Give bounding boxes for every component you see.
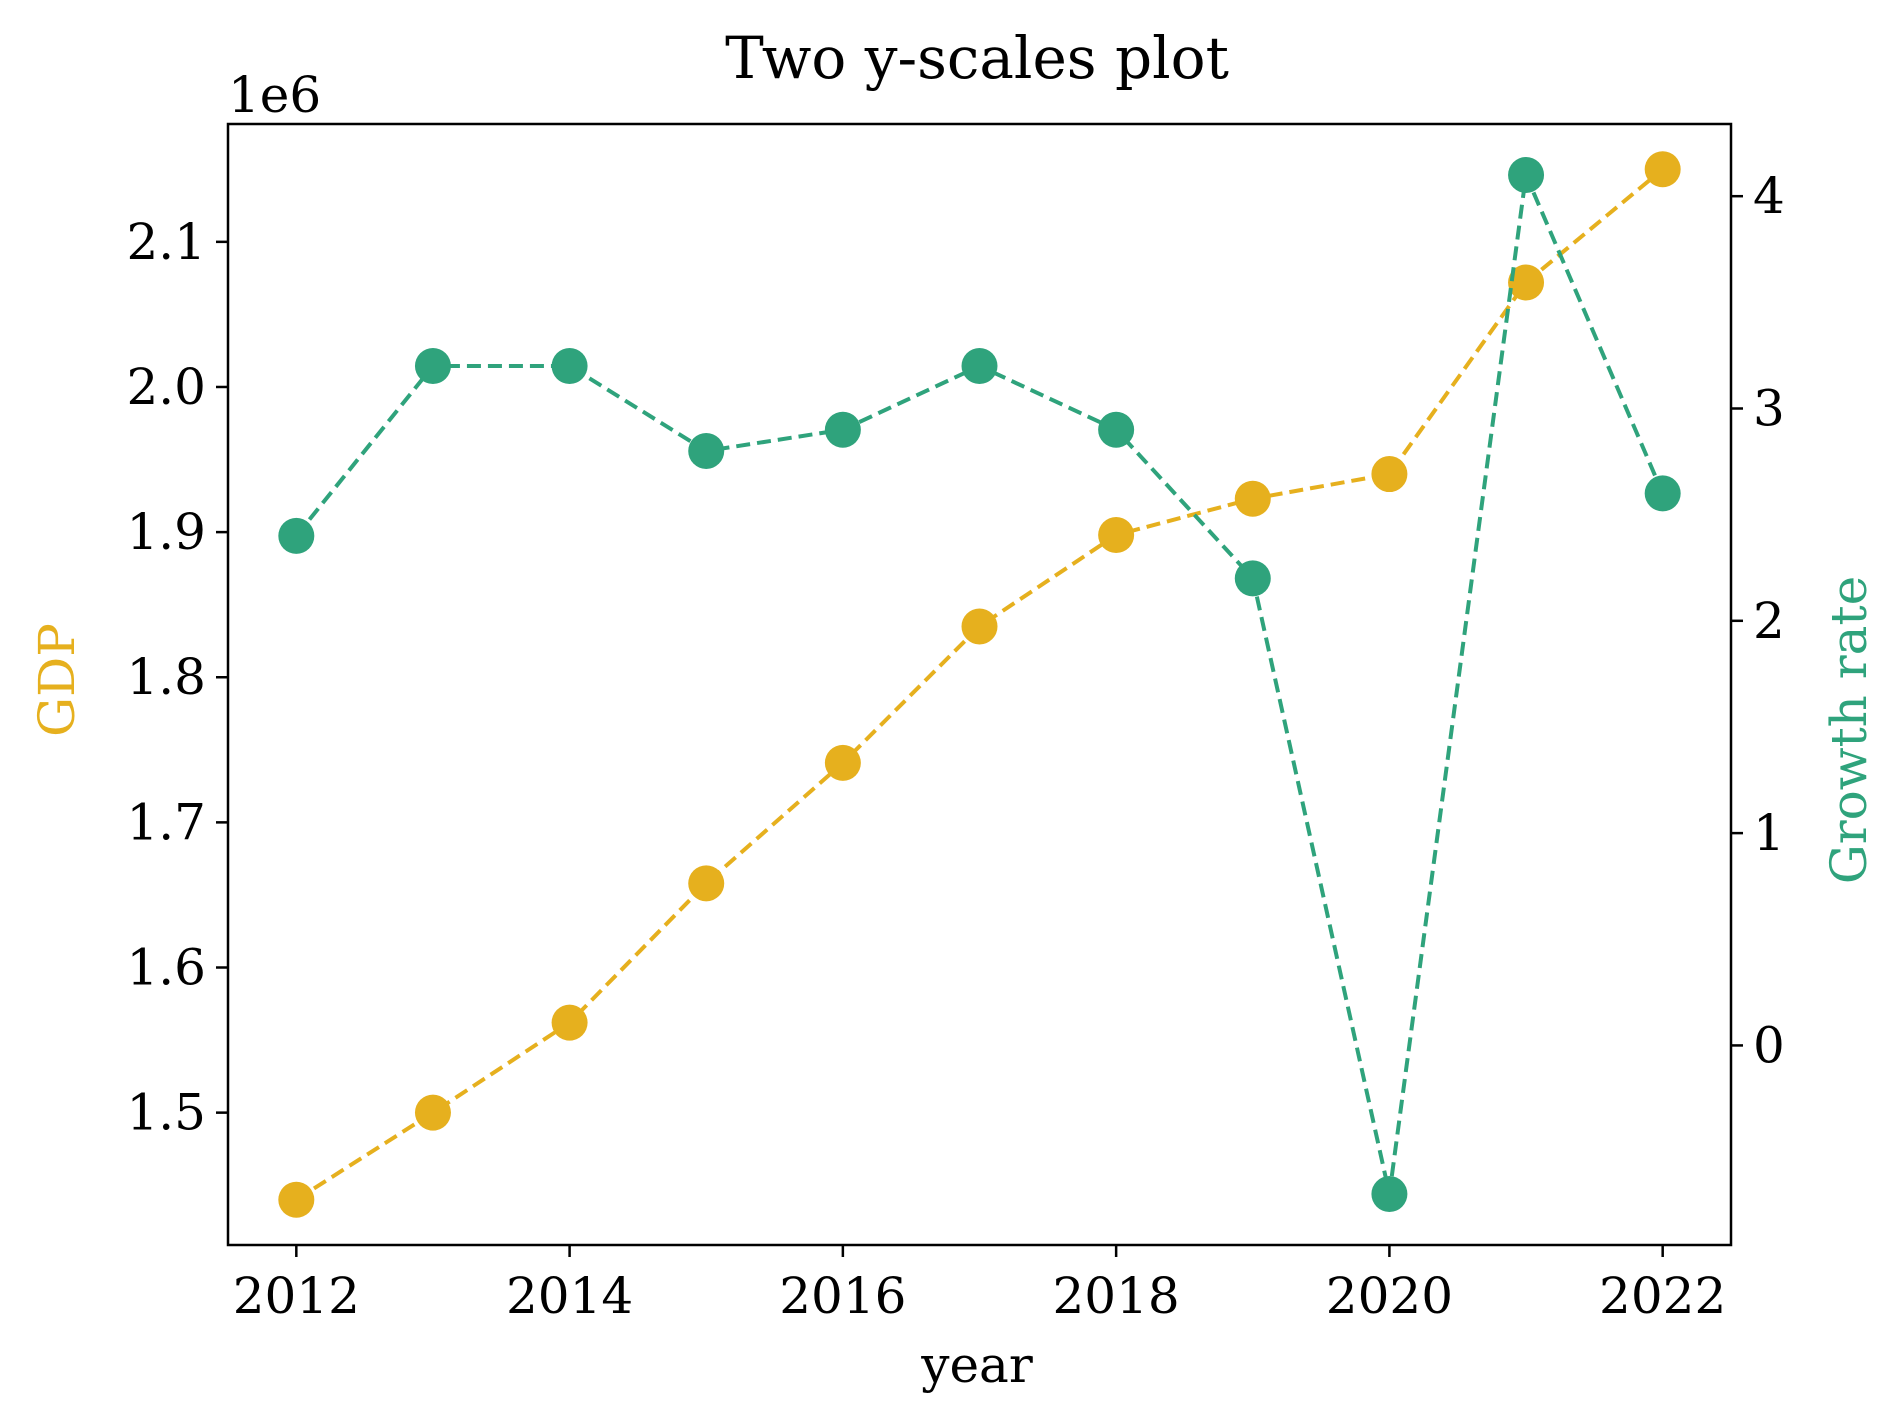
x-tick-label: 2016 [779,1267,906,1325]
plot-frame [226,122,1733,1247]
left-y-axis-label: GDP [28,623,86,737]
data-point-gdp-2021 [1508,264,1545,301]
data-point-growth-rate-2013 [414,348,451,385]
right-y-tick-label: 0 [1753,1016,1785,1074]
data-point-gdp-2022 [1644,151,1681,188]
x-axis-label: year [920,1336,1033,1394]
right-y-tick-label: 1 [1753,804,1785,862]
x-tick-label: 2018 [1053,1267,1180,1325]
data-point-growth-rate-2012 [278,517,315,554]
left-y-tick-label: 1.7 [126,793,206,851]
left-y-tick-label: 2.0 [126,358,206,416]
plot-area [278,151,1681,1218]
data-point-growth-rate-2019 [1234,560,1271,597]
data-point-growth-rate-2018 [1098,411,1135,448]
data-point-growth-rate-2020 [1371,1176,1408,1213]
right-y-axis-label: Growth rate [1820,576,1878,884]
data-point-growth-rate-2016 [824,411,861,448]
left-y-tick-label: 1.5 [126,1084,206,1142]
data-point-gdp-2015 [688,865,725,902]
left-y-tick-label: 1.8 [126,648,206,706]
right-y-tick-label: 2 [1753,592,1785,650]
x-tick-label: 2020 [1326,1267,1453,1325]
axes: 2012 2014 2016 2018 2020 20221.51.61.71.81.92… [126,122,1785,1325]
data-point-growth-rate-2015 [688,432,725,469]
series-line-gdp [295,167,1664,1202]
data-point-growth-rate-2014 [551,348,588,385]
data-point-gdp-2020 [1371,456,1408,493]
data-point-gdp-2012 [278,1181,315,1218]
data-point-gdp-2017 [961,608,998,645]
data-point-gdp-2013 [414,1094,451,1131]
x-tick-label: 2014 [506,1267,633,1325]
right-y-tick-label: 4 [1753,167,1785,225]
data-point-gdp-2016 [824,744,861,781]
data-point-growth-rate-2021 [1508,156,1545,193]
left-axis-offset-label: 1e6 [228,66,321,124]
data-point-growth-rate-2017 [961,348,998,385]
data-point-gdp-2019 [1234,480,1271,517]
right-y-tick-label: 3 [1753,379,1785,437]
left-y-tick-label: 2.1 [126,213,206,271]
data-point-growth-rate-2022 [1644,475,1681,512]
x-tick-label: 2012 [233,1267,360,1325]
chart-title: Two y-scales plot [725,24,1229,92]
data-point-gdp-2014 [551,1004,588,1041]
left-y-tick-label: 1.6 [126,939,206,997]
x-tick-label: 2022 [1599,1267,1726,1325]
data-point-gdp-2018 [1098,517,1135,554]
left-y-tick-label: 1.9 [126,503,206,561]
